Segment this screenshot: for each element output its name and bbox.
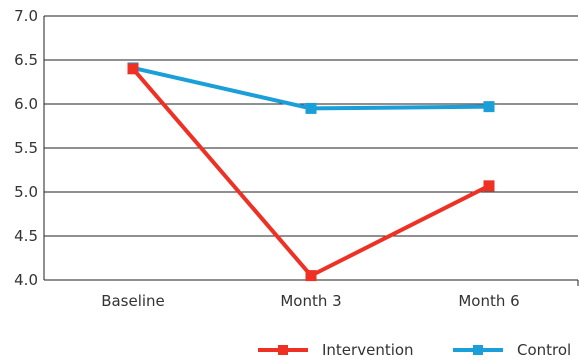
data-point-intervention	[483, 180, 495, 192]
legend-item-control: Control	[453, 341, 571, 359]
y-tick-label: 4.5	[14, 227, 38, 245]
legend: Intervention Control	[258, 341, 571, 359]
y-tick-label: 5.0	[14, 183, 38, 201]
x-tick-labels: Baseline Month 3 Month 6	[101, 292, 519, 310]
grid-lines	[44, 15, 578, 281]
y-tick-label: 7.0	[14, 7, 38, 25]
x-tick-label: Month 3	[280, 292, 341, 310]
legend-label: Intervention	[322, 341, 414, 359]
legend-swatch-marker	[473, 345, 483, 355]
y-tick-label: 4.0	[14, 271, 38, 289]
data-point-intervention	[305, 270, 317, 282]
axes	[43, 16, 579, 286]
x-tick-label: Baseline	[101, 292, 165, 310]
legend-label: Control	[517, 341, 571, 359]
data-point-control	[305, 102, 317, 114]
data-point-intervention	[127, 63, 139, 75]
legend-swatch-marker	[278, 345, 288, 355]
series-line-control	[132, 65, 490, 111]
y-tick-label: 5.5	[14, 139, 38, 157]
x-tick-label: Month 6	[458, 292, 519, 310]
y-tick-labels: 4.0 4.5 5.0 5.5 6.0 6.5 7.0	[14, 7, 38, 289]
y-tick-label: 6.5	[14, 51, 38, 69]
series-lines	[127, 62, 495, 282]
series-line-intervention	[131, 67, 490, 278]
data-point-control	[483, 101, 495, 113]
y-tick-label: 6.0	[14, 95, 38, 113]
legend-item-intervention: Intervention	[258, 341, 414, 359]
